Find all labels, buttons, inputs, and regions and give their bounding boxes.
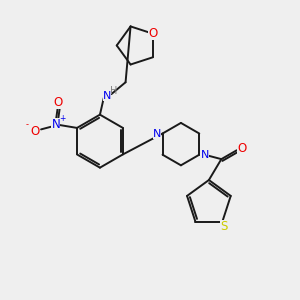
Text: O: O	[148, 27, 158, 40]
Text: O: O	[53, 96, 62, 109]
Text: O: O	[31, 125, 40, 138]
Text: N: N	[51, 118, 60, 131]
Text: -: -	[26, 121, 29, 130]
Text: S: S	[220, 220, 227, 233]
Text: H: H	[110, 86, 118, 96]
Text: N: N	[153, 128, 161, 139]
Text: N: N	[103, 92, 112, 101]
Text: N: N	[200, 150, 209, 160]
Text: O: O	[237, 142, 247, 155]
Text: +: +	[59, 114, 65, 123]
